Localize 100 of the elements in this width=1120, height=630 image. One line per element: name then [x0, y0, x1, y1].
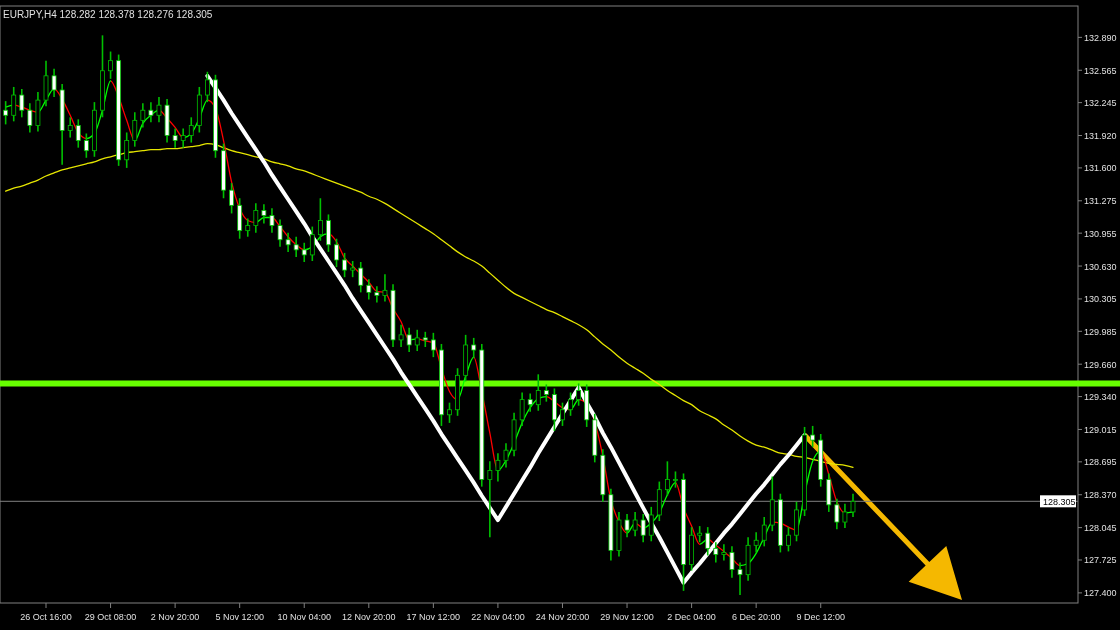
y-tick-label: 132.245 [1084, 98, 1117, 109]
candlestick [285, 231, 291, 253]
candlestick [334, 237, 339, 268]
candlestick [269, 207, 275, 234]
y-tick-label: 128.695 [1084, 457, 1117, 468]
candlestick [786, 526, 791, 553]
candlestick [737, 561, 743, 596]
candlestick [624, 513, 630, 539]
candlestick [406, 326, 412, 353]
y-tick-label: 128.370 [1084, 490, 1117, 501]
candlestick [664, 460, 670, 497]
candlestick [810, 425, 816, 448]
candlestick [358, 261, 364, 294]
candlestick [261, 203, 267, 225]
x-tick-label: 6 Dec 20:00 [731, 612, 781, 622]
y-tick-label: 127.400 [1084, 588, 1117, 599]
candlestick [721, 543, 727, 562]
y-tick-label: 128.045 [1084, 523, 1117, 534]
chart-title: EURJPY,H4 128.282 128.378 128.276 128.305 [3, 9, 213, 20]
line-series [5, 142, 854, 469]
x-tick-label: 10 Nov 04:00 [277, 612, 332, 622]
x-tick-label: 24 Nov 20:00 [535, 612, 590, 622]
candlestick [648, 506, 654, 543]
candlestick [148, 101, 154, 124]
candlestick [156, 96, 162, 124]
x-tick-label: 29 Oct 08:00 [84, 612, 137, 622]
candlestick [640, 513, 646, 544]
candlestick [342, 252, 347, 278]
candlestick [19, 88, 25, 119]
candlestick [366, 278, 372, 301]
candlestick [83, 132, 89, 159]
candlestick [398, 323, 404, 348]
candlestick [309, 225, 315, 262]
x-tick-label: 29 Nov 12:00 [600, 612, 654, 622]
y-tick-label: 129.985 [1084, 326, 1117, 337]
candlestick [301, 241, 307, 263]
candlestick [253, 202, 259, 234]
y-tick-label: 130.305 [1084, 294, 1117, 305]
candlestick [761, 516, 767, 548]
candlestick [753, 531, 759, 554]
candlestick [374, 285, 380, 304]
x-tick-label: 17 Nov 12:00 [406, 612, 461, 622]
x-tick-label: 12 Nov 20:00 [342, 612, 396, 622]
candlestick [132, 111, 138, 148]
candlestick [277, 218, 283, 248]
candlestick [519, 391, 525, 427]
candlestick [842, 503, 848, 529]
y-tick-label: 129.015 [1084, 424, 1117, 435]
candlestick [834, 497, 840, 530]
x-tick-label: 5 Nov 12:00 [215, 612, 264, 622]
candlestick [447, 401, 452, 424]
x-tick-label: 26 Oct 16:00 [20, 612, 72, 622]
y-tick-label: 129.340 [1084, 392, 1117, 403]
candlestick [632, 511, 638, 538]
candlestick [503, 442, 509, 469]
y-tick-label: 131.920 [1084, 131, 1117, 142]
candlestick [245, 217, 251, 238]
candlestick [317, 197, 323, 242]
candlestick [713, 541, 719, 564]
candlestick [576, 382, 582, 407]
candlestick [729, 545, 735, 579]
y-tick-label: 130.955 [1084, 228, 1117, 239]
candlestick [51, 67, 57, 98]
y-tick-label: 131.600 [1084, 163, 1117, 174]
x-tick-label: 2 Nov 20:00 [150, 612, 200, 622]
x-tick-label: 22 Nov 04:00 [471, 612, 525, 622]
candlestick [205, 70, 210, 103]
candlestick [487, 460, 493, 539]
y-tick-label: 131.275 [1084, 196, 1117, 207]
candlestick [382, 273, 388, 303]
line-series [205, 73, 807, 585]
candlestick [527, 392, 533, 413]
candlestick [535, 373, 541, 412]
candlestick [495, 452, 501, 483]
candlestick [108, 50, 113, 80]
candlestick [3, 100, 9, 126]
candlestick [414, 329, 420, 352]
candlestick [568, 391, 573, 417]
x-tick-label: 2 Dec 04:00 [667, 612, 716, 622]
candlestick [471, 337, 477, 359]
candlestick [229, 182, 235, 215]
candlestick [180, 127, 186, 149]
y-tick-label: 132.890 [1084, 32, 1117, 43]
candlestick [11, 86, 17, 123]
candlestick [124, 131, 130, 169]
candlestick [172, 127, 178, 149]
y-tick-label: 132.565 [1084, 65, 1117, 76]
candlestick [293, 235, 299, 258]
candlestick [188, 116, 194, 144]
candlestick [560, 401, 565, 427]
candlestick [140, 102, 146, 129]
candlestick [850, 492, 856, 518]
candlestick [422, 331, 428, 348]
candlestick [67, 116, 73, 139]
candlestick [27, 102, 33, 134]
y-tick-label: 127.725 [1084, 555, 1117, 566]
y-tick-label: 129.660 [1084, 359, 1117, 370]
ref-line-label: 128.305 [1043, 496, 1076, 507]
x-tick-label: 9 Dec 12:00 [796, 612, 845, 622]
candlestick [75, 118, 81, 149]
